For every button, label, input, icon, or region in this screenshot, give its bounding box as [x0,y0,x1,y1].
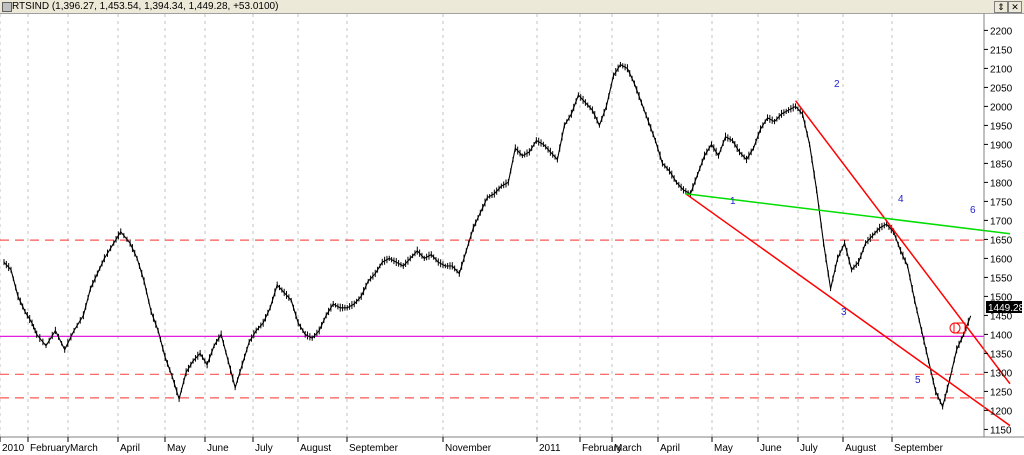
x-tick-label: March [614,443,642,454]
x-tick-label: November [445,443,492,454]
window-title: RTSIND (1,396.27, 1,453.54, 1,394.34, 1,… [12,1,279,12]
y-tick-label: 1450 [990,311,1013,322]
y-axis: 1150 1200 1250 1300 1350 1400 1450 1500 1550 1600… [984,26,1013,436]
wave-label-2: 2 [834,79,840,90]
x-axis: 2010 February March April May June July August S… [0,437,944,454]
x-tick-label: May [167,443,186,454]
chart-window-icon [2,2,12,12]
price-chart[interactable]: 1 2 3 4 5 6 1150 1200 1250 1300 1350 1400 1450… [0,14,1024,455]
y-tick-label: 2150 [990,45,1013,56]
x-tick-label: 2010 [2,443,25,454]
y-tick-label: 1300 [990,368,1013,379]
y-tick-label: 1750 [990,197,1013,208]
trend-line [794,100,1011,385]
y-tick-label: 1150 [990,425,1012,436]
trend-lines [685,100,1011,427]
x-tick-label: June [760,443,782,454]
x-tick-label: 2011 [539,443,561,454]
x-tick-label: August [300,443,331,454]
wave-labels: 1 2 3 4 5 6 [730,79,976,386]
y-tick-label: 1700 [990,216,1013,227]
x-tick-label: April [660,443,680,454]
x-tick-label: July [255,443,273,454]
x-tick-label: April [120,443,140,454]
x-tick-label: September [894,443,944,454]
wave-label-3: 3 [841,307,847,318]
last-price-label: 1449.28 [988,303,1024,314]
x-tick-label: May [714,443,733,454]
y-tick-label: 1800 [990,178,1013,189]
last-price-tag: 1449.28 [986,301,1024,314]
y-tick-label: 1350 [990,349,1013,360]
title-bar: RTSIND (1,396.27, 1,453.54, 1,394.34, 1,… [0,0,1024,14]
y-tick-label: 1250 [990,387,1013,398]
trend-line [685,193,1011,427]
y-tick-label: 2000 [990,102,1013,113]
x-tick-label: February [30,443,70,454]
x-tick-label: February [582,443,622,454]
y-tick-label: 1500 [990,292,1013,303]
breakout-box [953,322,966,334]
price-series [3,61,972,410]
y-tick-label: 2050 [990,83,1013,94]
wave-label-5: 5 [915,375,921,386]
x-tick-label: August [845,443,876,454]
restore-button[interactable]: ⇕ [994,1,1008,13]
x-tick-label: March [70,443,98,454]
x-tick-label: September [349,443,399,454]
y-tick-label: 1600 [990,254,1013,265]
y-tick-label: 1900 [990,140,1013,151]
close-button[interactable]: ✕ [1008,1,1022,13]
wave-label-4: 4 [898,194,904,205]
y-tick-label: 1400 [990,330,1013,341]
y-tick-label: 1550 [990,273,1013,284]
y-tick-label: 2200 [990,26,1013,37]
trend-line [685,193,1011,235]
y-tick-label: 1650 [990,235,1013,246]
wave-label-1: 1 [730,196,736,207]
horizontal-levels [0,239,984,399]
x-tick-label: July [800,443,818,454]
wave-label-6: 6 [970,205,976,216]
y-tick-label: 1850 [990,159,1013,170]
y-tick-label: 1200 [990,406,1013,417]
y-tick-label: 2100 [990,64,1013,75]
plot-area [0,14,984,437]
y-tick-label: 1950 [990,121,1013,132]
x-tick-label: June [207,443,229,454]
